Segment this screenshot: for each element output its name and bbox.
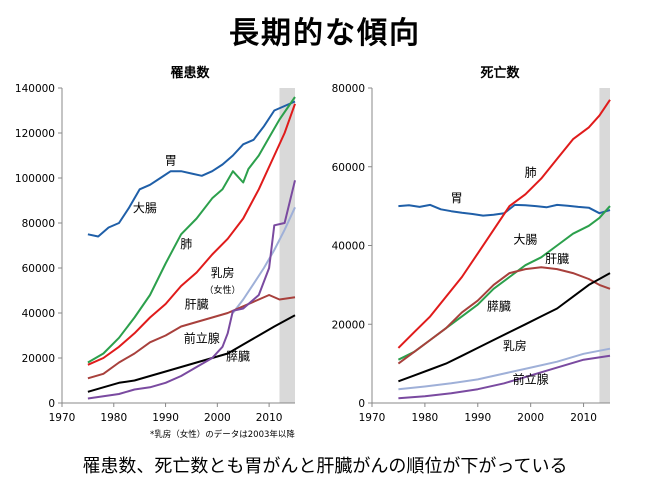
mortality-y-tick-label: 0: [358, 398, 365, 410]
mortality-x-tick-label: 2000: [517, 412, 544, 424]
incidence-x-tick-label: 1990: [152, 412, 179, 424]
incidence-series-line-6: [87, 180, 296, 400]
incidence-series-line-1: [87, 96, 296, 364]
footnote: *乳房（女性）のデータは2003年以降: [150, 430, 295, 440]
incidence-y-tick-label: 140000: [15, 83, 55, 95]
mortality-series-label: 肺: [525, 166, 537, 180]
left-chart-title: 罹患数: [170, 66, 210, 81]
mortality-series-label: 大腸: [513, 233, 537, 247]
mortality-y-tick-label: 60000: [332, 162, 365, 174]
mortality-series-label: 膵臓: [487, 299, 511, 313]
incidence-x-tick-label: 2010: [256, 412, 283, 424]
incidence-y-tick-label: 0: [48, 398, 55, 410]
mortality-series-line-4: [398, 272, 611, 383]
incidence-y-tick-label: 40000: [22, 308, 55, 320]
incidence-series-label: （女性）: [205, 284, 241, 296]
incidence-y-tick-label: 60000: [22, 263, 55, 275]
incidence-series-line-5: [87, 314, 296, 393]
slide-title: 長期的な傾向: [229, 16, 421, 51]
incidence-y-tick-label: 100000: [15, 173, 55, 185]
incidence-x-tick-label: 1980: [100, 412, 127, 424]
mortality-series-line-2: [397, 205, 611, 361]
incidence-series-label: 膵臓: [226, 349, 250, 363]
mortality-x-tick-label: 1970: [359, 412, 386, 424]
incidence-x-tick-label: 2000: [204, 412, 231, 424]
mortality-series-line-6: [398, 354, 611, 400]
incidence-series-line-3: [232, 206, 296, 314]
mortality-x-tick-label: 1980: [412, 412, 439, 424]
mortality-series-line-5: [398, 347, 611, 391]
right-chart-title: 死亡数: [480, 66, 520, 81]
mortality-series-line-1: [397, 99, 611, 349]
incidence-series-label: 大腸: [133, 201, 157, 215]
mortality-series-line-3: [397, 266, 611, 365]
incidence-series-label: 乳房: [211, 265, 235, 280]
mortality-shaded-band: [599, 88, 610, 403]
mortality-x-tick-label: 1990: [464, 412, 491, 424]
mortality-series-label: 前立腺: [513, 371, 549, 386]
incidence-series-label: 前立腺: [184, 330, 220, 345]
mortality-y-tick-label: 80000: [332, 83, 365, 95]
mortality-series-label: 胃: [451, 191, 463, 205]
incidence-y-tick-label: 80000: [22, 218, 55, 230]
mortality-y-tick-label: 40000: [332, 241, 365, 253]
incidence-series-label: 肝臓: [185, 298, 209, 312]
incidence-x-tick-label: 1970: [49, 412, 76, 424]
incidence-shaded-band: [279, 88, 295, 403]
incidence-series-line-0: [87, 100, 296, 238]
mortality-series-label: 乳房: [503, 338, 527, 353]
incidence-series-label: 胃: [165, 154, 177, 168]
mortality-x-tick-label: 2010: [570, 412, 597, 424]
incidence-series-line-2: [87, 103, 296, 366]
incidence-series-label: 肺: [180, 237, 192, 251]
mortality-y-tick-label: 20000: [332, 319, 365, 331]
slide-caption: 罹患数、死亡数とも胃がんと肝臓がんの順位が下がっている: [82, 456, 568, 477]
mortality-series-label: 肝臓: [545, 252, 569, 266]
incidence-y-tick-label: 20000: [22, 353, 55, 365]
incidence-series-line-4: [87, 294, 296, 380]
incidence-y-tick-label: 120000: [15, 128, 55, 140]
